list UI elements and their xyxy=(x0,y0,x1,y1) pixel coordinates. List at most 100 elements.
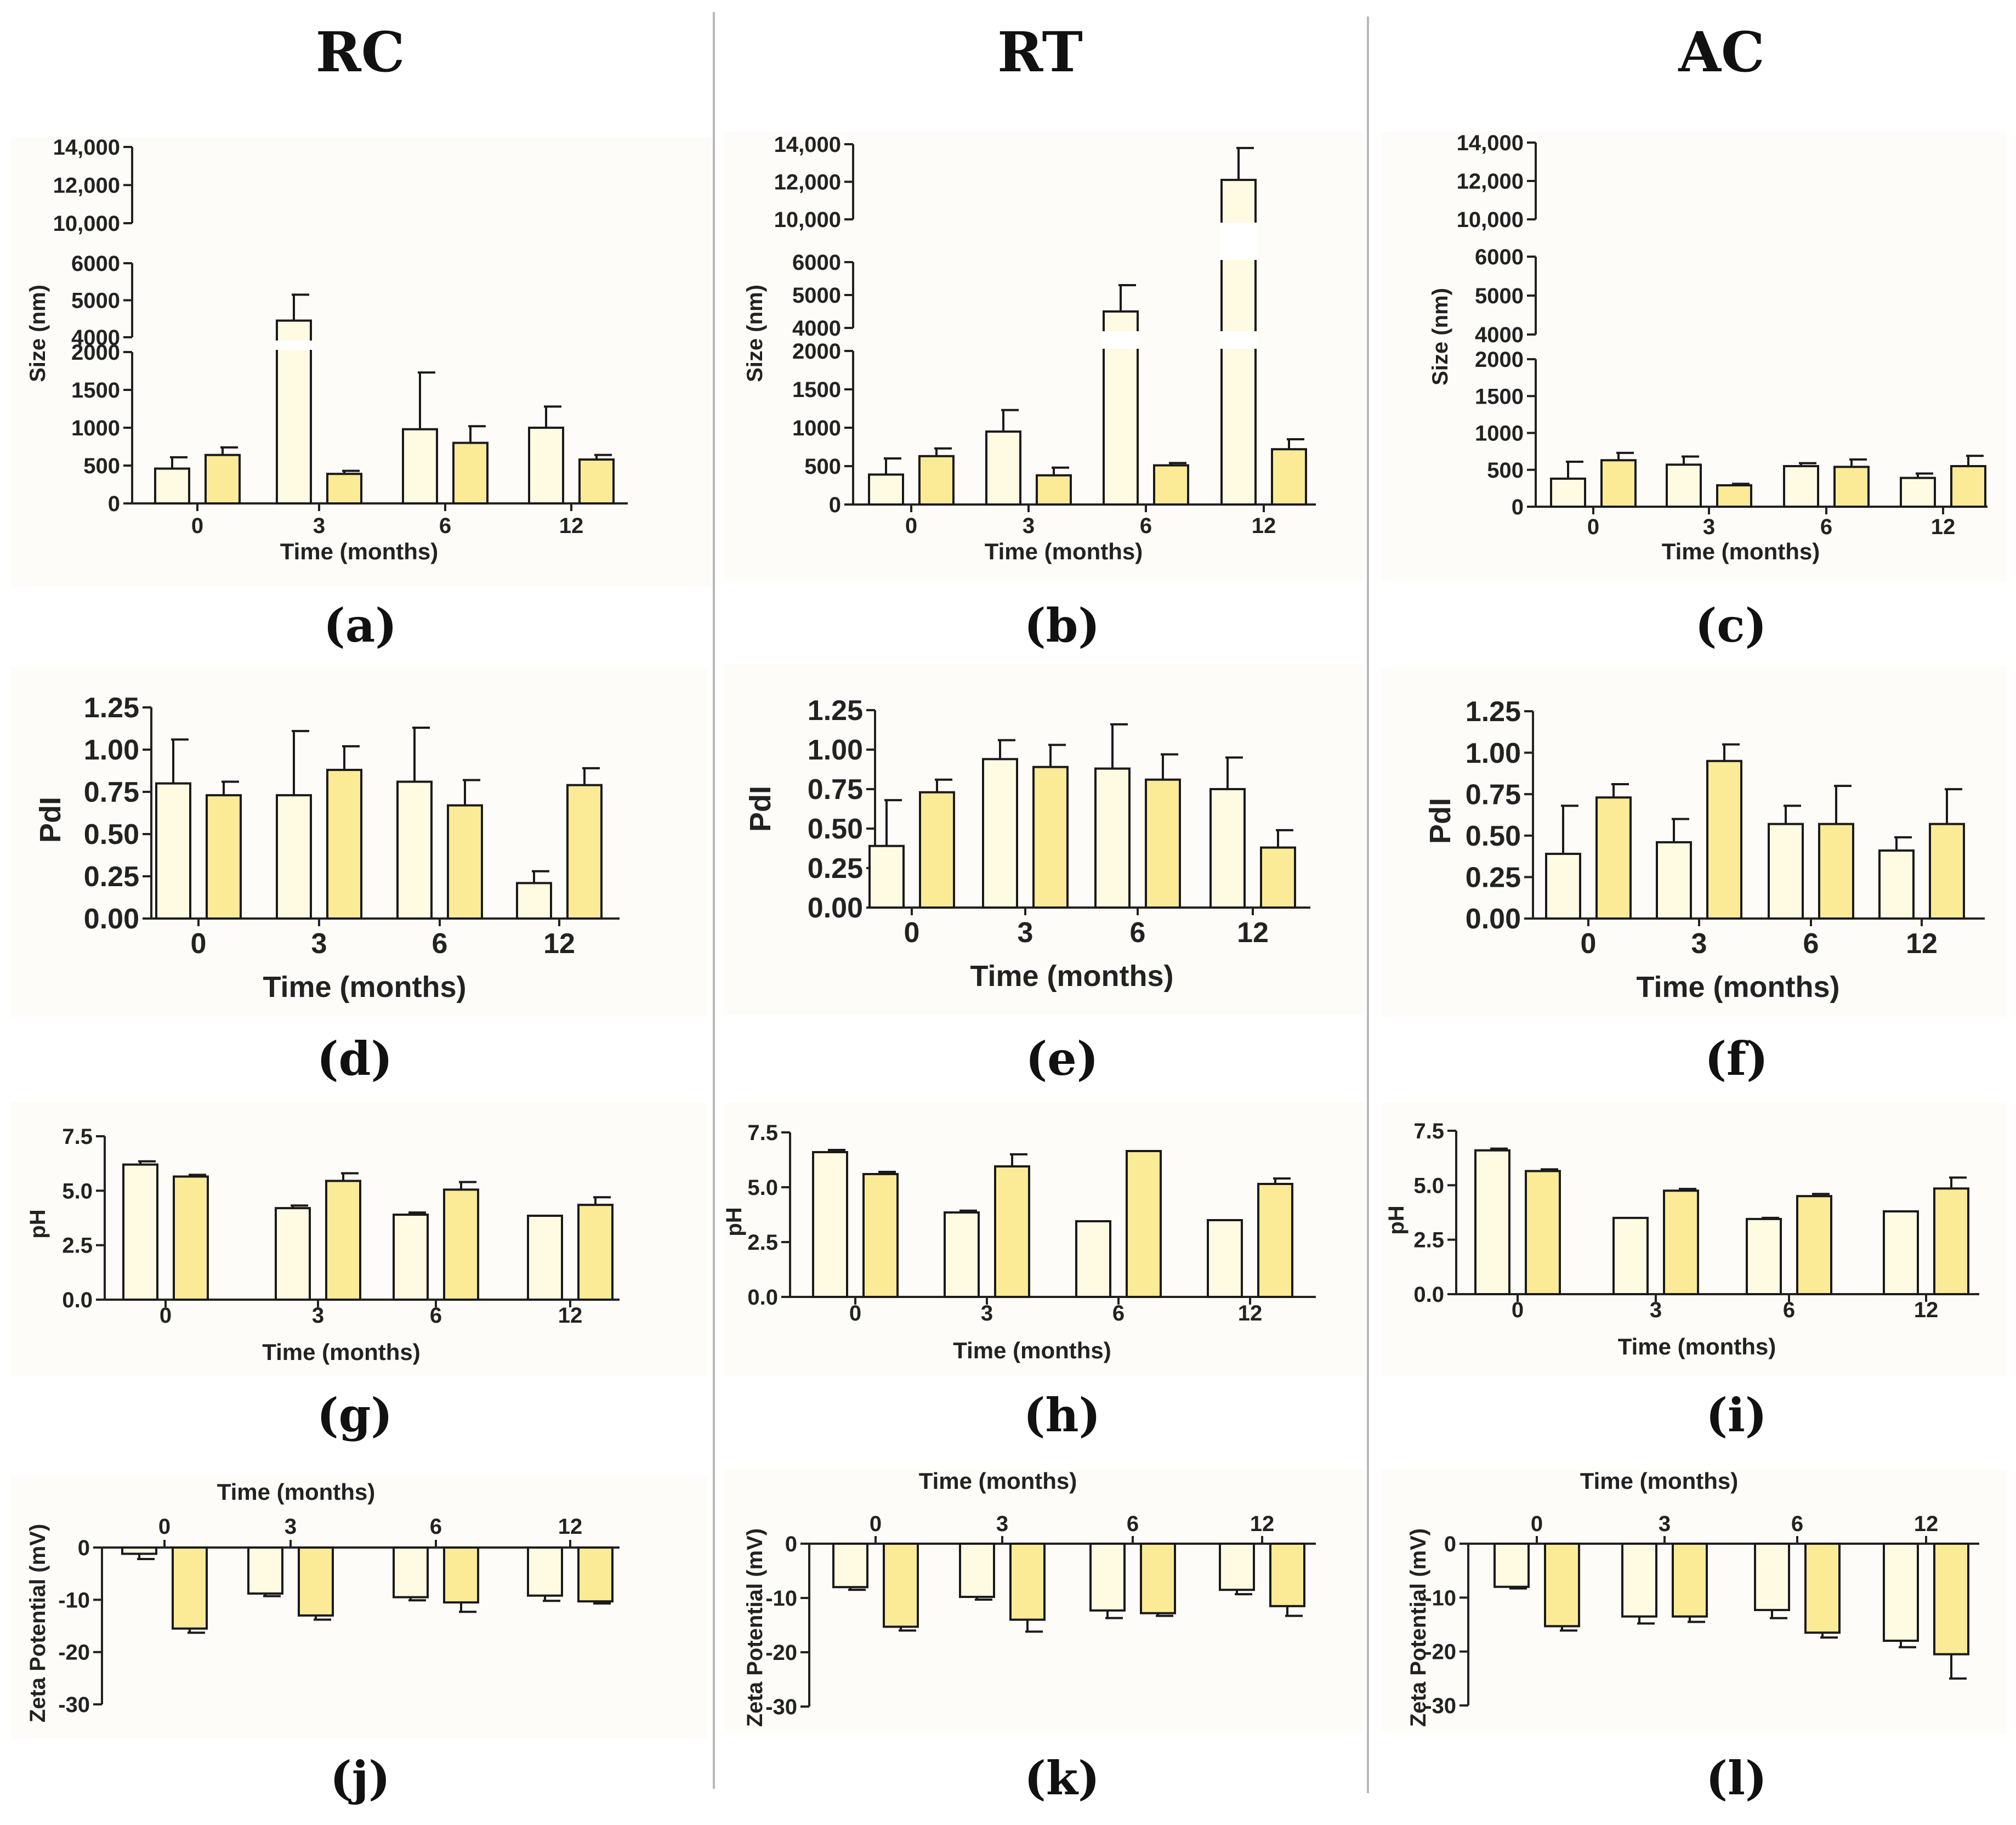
x-tick-label: 0 xyxy=(849,1301,861,1325)
bar-l-t3-s1 xyxy=(1621,1543,1657,1618)
bar-b-t0-s2 xyxy=(918,455,955,506)
y-axis-title: Zeta Potential (mV) xyxy=(743,1528,767,1727)
bar-c-t0-s1 xyxy=(1550,477,1586,508)
panel-label-d: (d) xyxy=(317,1031,393,1086)
y-tick-label: 5000 xyxy=(1475,284,1524,308)
x-axis-title: Time (months) xyxy=(1618,1334,1776,1359)
x-tick-label: 3 xyxy=(311,928,327,960)
bar-l-t12-s1 xyxy=(1883,1543,1919,1642)
x-tick-label: 0 xyxy=(160,1303,172,1328)
y-tick-label: -20 xyxy=(1424,1640,1456,1664)
column-title-rt: RT xyxy=(997,20,1083,84)
y-tick-label: 5.0 xyxy=(62,1179,93,1203)
y-tick-label: 0 xyxy=(108,492,120,516)
bar-c-t12-s2 xyxy=(1950,465,1986,508)
y-axis-title: pH xyxy=(26,1209,50,1238)
x-tick-label: 12 xyxy=(1914,1298,1939,1322)
x-tick-label: 0 xyxy=(1587,515,1599,539)
bar-b-t0-s1 xyxy=(868,473,904,506)
y-tick-label: 4000 xyxy=(792,316,841,341)
bar-a-t12-s2 xyxy=(578,458,615,505)
chart-panel-k: 0 -10 -20 -30 0 3 6 12 Time (months) Zeta Potenti… xyxy=(724,1468,1365,1733)
axis-break-gap xyxy=(1220,223,1257,260)
bar-b-t6-s2 xyxy=(1153,464,1189,506)
bar-h-t3-s2 xyxy=(994,1165,1030,1298)
bar-f-t12-s1 xyxy=(1878,849,1915,920)
x-tick-label: 0 xyxy=(1581,928,1597,960)
panel-label-j: (j) xyxy=(330,1751,390,1805)
x-tick-label: 0 xyxy=(870,1512,882,1536)
chart-panel-j: 0 -10 -20 -30 0 3 6 12 Time (months) Zeta Potenti… xyxy=(11,1475,707,1738)
panel-label-k: (k) xyxy=(1024,1751,1100,1805)
bar-a-t0-s1 xyxy=(154,467,190,505)
bar-e-t12-s1 xyxy=(1209,788,1246,909)
chart-panel-g: 0.0 2.5 5.0 7.5 0 3 6 12 Time (months) pH xyxy=(11,1102,707,1376)
y-tick-label: 0 xyxy=(78,1536,90,1560)
y-tick-label: 0.0 xyxy=(62,1288,93,1312)
bar-l-t6-s1 xyxy=(1754,1543,1790,1611)
bar-e-t12-s2 xyxy=(1260,846,1296,909)
x-tick-label: 12 xyxy=(1931,515,1956,539)
x-tick-label: 6 xyxy=(1791,1512,1803,1536)
bar-d-t6-s2 xyxy=(447,804,483,920)
bar-i-t3-s2 xyxy=(1663,1189,1699,1295)
bar-c-t0-s2 xyxy=(1600,459,1637,508)
y-tick-label: 12,000 xyxy=(774,171,841,195)
axis-break-gap xyxy=(275,341,313,350)
x-tick-label: 3 xyxy=(1018,917,1033,949)
chart-panel-h: 0.0 2.5 5.0 7.5 0 3 6 12 Time (months) pH xyxy=(722,1102,1365,1376)
bar-e-t0-s2 xyxy=(919,791,955,909)
bar-c-t6-s1 xyxy=(1783,465,1819,508)
y-tick-label: 1500 xyxy=(792,378,841,402)
bar-g-t12-s1 xyxy=(527,1215,563,1301)
x-tick-label: 12 xyxy=(559,514,584,538)
y-tick-label: 1.00 xyxy=(84,734,139,766)
chart-panel-i: 0.0 2.5 5.0 7.5 0 3 6 12 Time (months) pH xyxy=(1382,1102,2007,1376)
x-axis-title: Time (months) xyxy=(263,971,466,1004)
bar-k-t0-s1 xyxy=(832,1543,868,1589)
x-tick-label: 3 xyxy=(1691,928,1707,960)
bar-k-t3-s2 xyxy=(1009,1543,1046,1621)
x-tick-label: 6 xyxy=(1140,514,1152,538)
x-axis-title: Time (months) xyxy=(217,1479,376,1505)
x-tick-label: 12 xyxy=(1252,514,1276,538)
y-tick-label: 0 xyxy=(785,1532,797,1556)
y-axis-title: Zeta Potential (mV) xyxy=(1406,1528,1430,1727)
y-tick-label: 0.0 xyxy=(747,1285,778,1310)
bar-e-t3-s1 xyxy=(982,758,1018,909)
bar-l-t0-s2 xyxy=(1544,1543,1580,1628)
y-tick-label: 14,000 xyxy=(53,135,120,160)
y-axis-title: PdI xyxy=(744,786,777,832)
bar-d-t6-s1 xyxy=(396,780,433,920)
x-tick-label: 6 xyxy=(1803,928,1819,960)
x-axis-title: Time (months) xyxy=(970,960,1173,993)
x-tick-label: 6 xyxy=(430,1303,442,1328)
bar-g-t12-s2 xyxy=(577,1204,614,1301)
y-tick-label: 2.5 xyxy=(747,1231,778,1255)
y-tick-label: -10 xyxy=(1424,1586,1456,1610)
plot-background xyxy=(724,132,1365,581)
x-tick-label: 12 xyxy=(558,1515,583,1539)
y-tick-label: 0.00 xyxy=(1466,903,1521,935)
y-tick-label: 0.25 xyxy=(84,861,139,893)
bar-e-t3-s2 xyxy=(1032,766,1069,909)
y-axis-title: Size (nm) xyxy=(26,285,50,382)
chart-panel-d: 0.00 0.25 0.50 0.75 1.00 1.25 0 3 6 12 Time (month… xyxy=(11,666,707,1017)
y-tick-label: 1.00 xyxy=(1466,738,1521,769)
x-tick-label: 0 xyxy=(904,917,920,949)
y-tick-label: 6000 xyxy=(71,252,120,276)
y-tick-label: 5000 xyxy=(71,289,120,313)
plot-background xyxy=(11,137,713,587)
bar-b-t3-s2 xyxy=(1036,474,1072,506)
x-tick-label: 12 xyxy=(1237,917,1269,949)
x-tick-label: 3 xyxy=(1023,514,1035,538)
y-tick-label: 4000 xyxy=(71,326,120,350)
bar-g-t3-s2 xyxy=(325,1180,361,1301)
bar-d-t12-s2 xyxy=(566,784,603,920)
x-tick-label: 6 xyxy=(1127,1512,1139,1536)
bar-b-t12-s2 xyxy=(1271,448,1307,506)
x-tick-label: 6 xyxy=(1130,917,1146,949)
